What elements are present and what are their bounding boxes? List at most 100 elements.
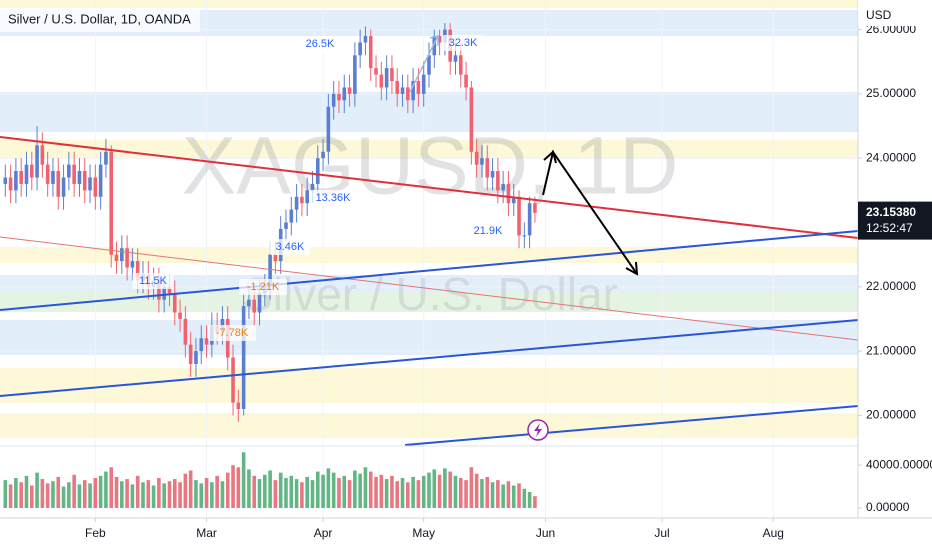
zone [0,413,858,438]
candle-body [61,177,66,197]
volume-bar [263,474,267,508]
candle-body [326,106,331,152]
candle-body [453,55,458,62]
volume-bar [347,480,352,508]
volume-bar [337,478,341,508]
trend-line [0,236,859,341]
candle-body [315,158,320,184]
candle-body [310,183,315,191]
candle-body [14,171,18,191]
volume-bar [257,479,262,508]
volume-bar [432,469,437,508]
forecast-arrow [409,35,439,93]
volume-bar [368,471,373,508]
volume-bar [411,476,415,508]
y-tick-label: 24.00000 [866,150,916,164]
annotation-bg [269,239,311,255]
candle-body [305,190,309,204]
annotation-bg [132,273,174,289]
volume-bar [331,472,336,508]
volume-bar [247,469,251,508]
annotation: 32.3K [449,37,478,49]
candle-body [67,164,71,178]
volume-bar [104,471,108,508]
candle-body [24,164,29,184]
volume-bar [310,480,315,508]
zone [0,320,858,355]
volume-bar [8,484,13,508]
annotation-bg [309,190,357,206]
candle-body [231,357,235,403]
x-tick-label: Jun [536,526,555,540]
volume-bar [45,483,50,508]
forecast-arrow [543,150,557,164]
candle-body [485,158,490,178]
volume-bar [501,484,505,508]
candle-body [437,36,442,43]
annotation: -1.21K [247,281,280,293]
volume-bar [109,467,114,508]
chart-title: Silver / U.S. Dollar, 1D, OANDA [8,11,191,26]
candle-body [368,36,373,69]
event-bolt [534,423,542,437]
candle-body [347,87,352,94]
candle-body [120,248,124,262]
countdown: 12:52:47 [866,221,913,235]
volume-bar [130,484,135,508]
candle-body [533,203,537,213]
candle-body [384,68,389,88]
candle-body [93,177,98,197]
volume-bar [157,478,161,508]
volume-bar [24,475,29,508]
candle-body [29,164,34,178]
candle-body [162,286,166,300]
candle-body [427,55,431,75]
volume-bar [125,479,129,508]
candle-body [247,299,251,307]
volume-bar [172,479,177,508]
volume-bar [358,473,362,508]
annotation-bg [239,279,287,295]
volume [3,452,537,508]
watermark-subtitle: Silver / U.S. Dollar [242,268,618,320]
candle-body [506,183,511,204]
candle-body [3,177,8,184]
candle-body [98,164,103,197]
candle-body [379,74,384,88]
candle-body [109,151,114,255]
annotation: -7.78K [216,327,249,339]
currency-bg [858,0,932,26]
candle-body [411,81,415,101]
annotations: 26.5K 32.3K 13.36K 3.46K 11.5K -1.21K -7.78K 21… [132,35,509,341]
volume-bar [231,465,235,508]
volume-bar [353,470,357,508]
volume-tick-label: 0.00000 [866,500,910,514]
candle-body [480,158,484,165]
candle-body [172,293,177,313]
volume-bar [141,482,145,508]
y-tick-label: 22.00000 [866,279,916,293]
candle-body [178,312,182,319]
candle-body [522,235,527,237]
volume-bar [51,481,55,508]
candle-body [167,286,172,294]
axes: 20.00000 21.00000 22.00000 24.00000 25.00000… [85,22,932,540]
volume-bar [236,467,241,508]
volume-bar [315,471,320,508]
candle-body [469,87,474,152]
volume-bar [326,468,331,508]
candle-body [400,87,405,94]
volume-bar [19,482,23,508]
volume-bar [98,475,103,508]
x-tick-label: Aug [763,526,784,540]
volume-bar [384,479,389,508]
volume-bar [72,474,76,508]
candle-body [464,74,468,88]
candle-body [390,68,394,82]
volume-bar [533,496,537,508]
candle-body [72,164,76,184]
candle-body [294,196,299,210]
candle-body [432,36,437,56]
trend-line [404,405,859,446]
